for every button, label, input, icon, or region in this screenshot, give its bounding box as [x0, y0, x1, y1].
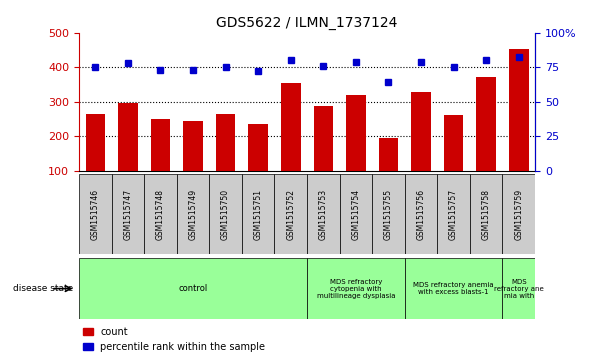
- Bar: [144, 174, 177, 254]
- Bar: [242, 174, 274, 254]
- Text: MDS refractory
cytopenia with
multilineage dysplasia: MDS refractory cytopenia with multilinea…: [317, 278, 395, 299]
- Bar: [405, 174, 437, 254]
- Bar: [151, 119, 170, 205]
- Bar: [314, 106, 333, 205]
- Bar: [379, 138, 398, 205]
- Text: GSM1515749: GSM1515749: [188, 189, 198, 240]
- Bar: [502, 258, 535, 319]
- Text: GSM1515750: GSM1515750: [221, 189, 230, 240]
- Bar: [118, 103, 137, 205]
- Bar: [177, 174, 209, 254]
- Bar: [437, 174, 470, 254]
- Bar: [216, 114, 235, 205]
- Bar: [79, 174, 112, 254]
- Bar: [112, 174, 144, 254]
- Bar: [307, 174, 340, 254]
- Bar: [249, 124, 268, 205]
- Text: GSM1515751: GSM1515751: [254, 189, 263, 240]
- Bar: [86, 114, 105, 205]
- Bar: [307, 258, 405, 319]
- Bar: [477, 77, 496, 205]
- Legend: count, percentile rank within the sample: count, percentile rank within the sample: [79, 323, 269, 356]
- Text: GSM1515752: GSM1515752: [286, 189, 295, 240]
- Text: disease state: disease state: [13, 284, 73, 293]
- Text: GSM1515758: GSM1515758: [482, 189, 491, 240]
- Text: GSM1515746: GSM1515746: [91, 189, 100, 240]
- Text: GSM1515759: GSM1515759: [514, 189, 523, 240]
- Text: GSM1515747: GSM1515747: [123, 189, 133, 240]
- Text: GSM1515748: GSM1515748: [156, 189, 165, 240]
- Text: GSM1515754: GSM1515754: [351, 189, 361, 240]
- Bar: [340, 174, 372, 254]
- Text: GSM1515755: GSM1515755: [384, 189, 393, 240]
- Bar: [444, 115, 463, 205]
- Text: control: control: [178, 284, 208, 293]
- Text: GSM1515757: GSM1515757: [449, 189, 458, 240]
- Bar: [79, 258, 307, 319]
- Bar: [405, 258, 502, 319]
- Text: MDS
refractory ane
mia with: MDS refractory ane mia with: [494, 278, 544, 299]
- Bar: [281, 83, 300, 205]
- Bar: [411, 92, 431, 205]
- Bar: [274, 174, 307, 254]
- Bar: [209, 174, 242, 254]
- Bar: [372, 174, 405, 254]
- Text: MDS refractory anemia
with excess blasts-1: MDS refractory anemia with excess blasts…: [413, 282, 494, 295]
- Text: GSM1515756: GSM1515756: [416, 189, 426, 240]
- Title: GDS5622 / ILMN_1737124: GDS5622 / ILMN_1737124: [216, 16, 398, 30]
- Bar: [346, 95, 365, 205]
- Bar: [470, 174, 502, 254]
- Bar: [502, 174, 535, 254]
- Text: GSM1515753: GSM1515753: [319, 189, 328, 240]
- Bar: [183, 121, 203, 205]
- Bar: [509, 49, 528, 205]
